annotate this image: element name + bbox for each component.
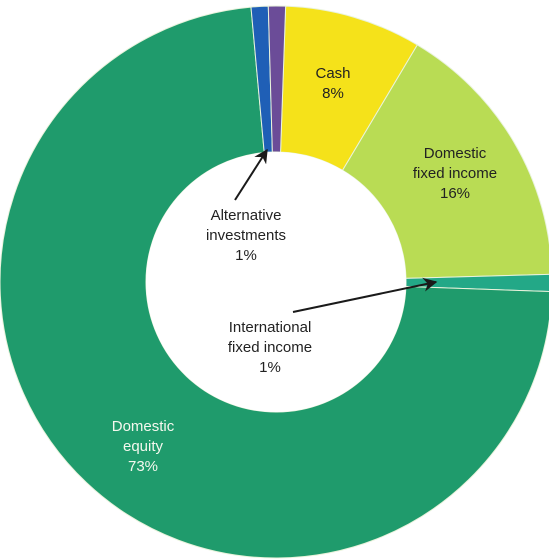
label-alternative-investments: Alternative investments 1% — [206, 207, 286, 264]
label-international-fixed-income: International fixed income 1% — [228, 319, 312, 376]
donut-hole — [146, 152, 406, 412]
arrow-alternative-investments — [234, 148, 268, 201]
donut-slices — [0, 5, 549, 559]
slice-labels: Cash 8% Domestic fixed income 16% Internation… — [112, 65, 497, 475]
label-arrows — [234, 148, 438, 313]
label-domestic-equity: Domestic equity 73% — [112, 418, 175, 475]
label-domestic-fixed-income: Domestic fixed income 16% — [413, 145, 497, 202]
arrow-international-fixed-income — [292, 277, 438, 313]
label-cash: Cash 8% — [315, 65, 350, 102]
